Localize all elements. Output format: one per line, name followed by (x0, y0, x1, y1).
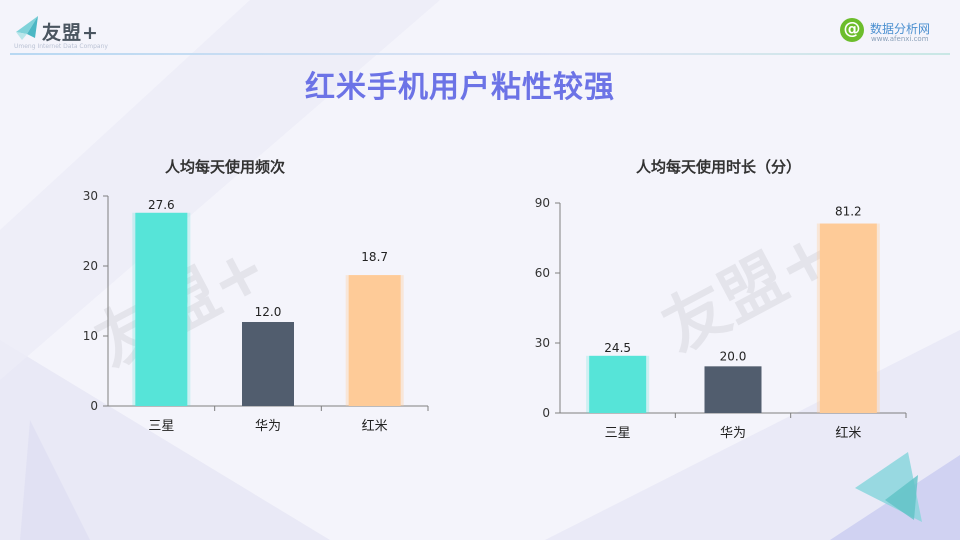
x-tick-label: 红米 (362, 418, 388, 434)
bar-0 (135, 212, 188, 406)
y-tick-label: 60 (535, 266, 550, 280)
brand-name: 友盟+ (42, 22, 99, 44)
bg-shape-left (0, 340, 330, 540)
y-tick-label: 90 (535, 196, 550, 210)
bar-1 (704, 366, 762, 413)
y-tick-label: 0 (542, 406, 550, 420)
data-label: 18.7 (361, 250, 388, 264)
data-label: 20.0 (720, 349, 747, 363)
chart-title-duration: 人均每天使用时长（分） (636, 158, 802, 176)
y-tick-label: 20 (83, 259, 98, 273)
bar-0 (589, 355, 647, 413)
x-tick-label: 华为 (255, 419, 281, 434)
y-tick-label: 0 (90, 399, 98, 413)
site-url: www.afenxi.com (871, 35, 929, 43)
y-tick-label: 30 (83, 189, 98, 203)
data-label: 27.6 (148, 198, 175, 212)
bar-2 (348, 275, 401, 406)
bg-shape-top (0, 0, 440, 380)
header-divider (10, 53, 950, 55)
y-tick-label: 30 (535, 336, 550, 350)
x-tick-label: 三星 (605, 426, 631, 441)
x-tick-label: 红米 (835, 425, 861, 441)
data-label: 81.2 (835, 205, 862, 219)
data-label: 24.5 (604, 341, 631, 355)
afenxi-logo: @ 数据分析网 www.afenxi.com (840, 18, 950, 48)
brand-subtitle: Umeng Internet Data Company (14, 43, 108, 50)
deco-triangle-dark (885, 475, 918, 520)
chart-title-frequency: 人均每天使用频次 (165, 158, 286, 176)
bg-shape-corner (20, 420, 90, 540)
page-title: 红米手机用户粘性较强 (305, 70, 615, 105)
bar-1 (242, 322, 294, 406)
bar-2 (819, 223, 877, 413)
x-tick-label: 三星 (148, 419, 174, 434)
at-symbol-icon: @ (840, 18, 864, 42)
bird-logo-icon (16, 16, 38, 40)
data-label: 12.0 (255, 305, 282, 319)
y-tick-label: 10 (83, 329, 98, 343)
site-name: 数据分析网 (870, 22, 931, 36)
x-tick-label: 华为 (720, 426, 746, 441)
